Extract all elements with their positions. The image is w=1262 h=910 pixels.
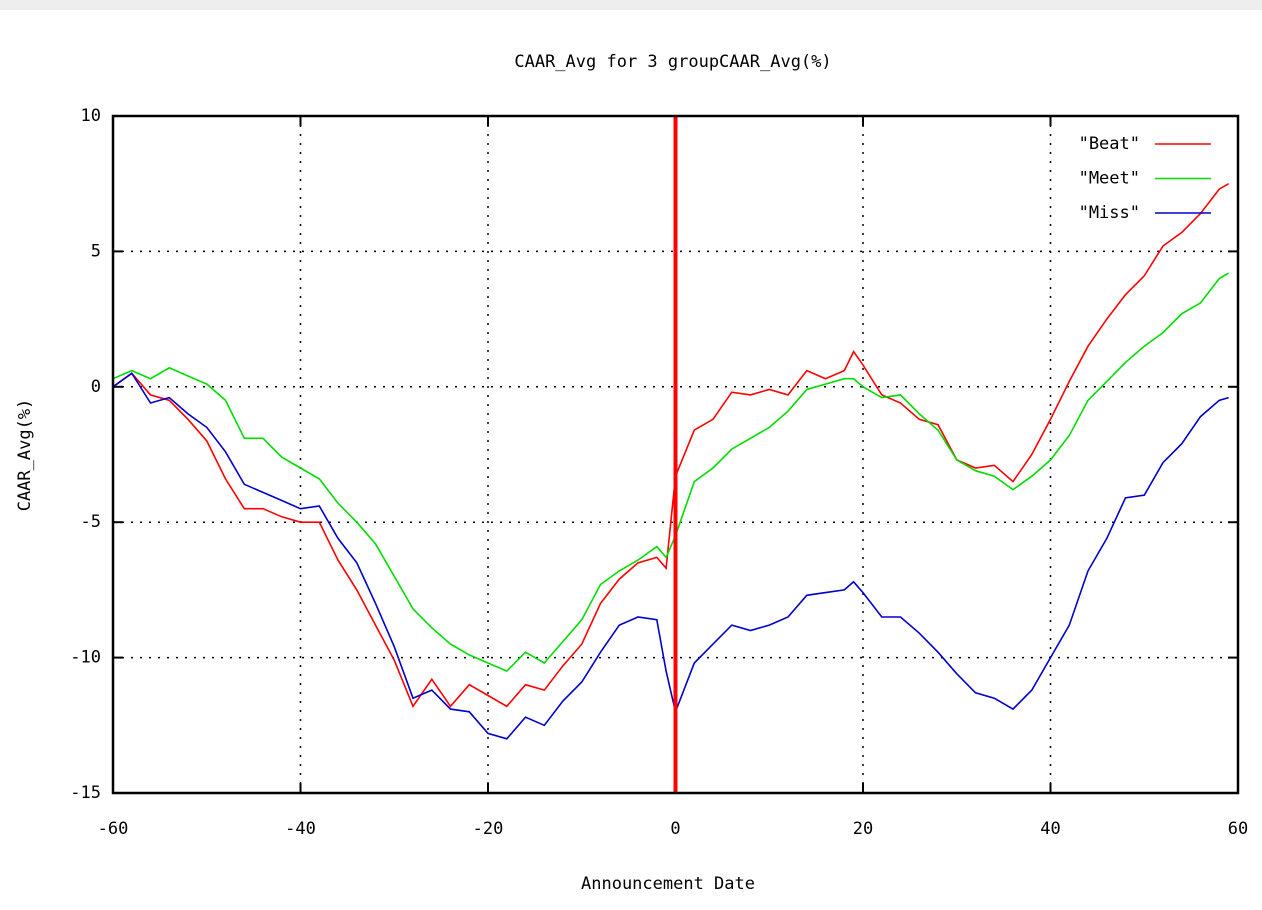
plot-border (111, 114, 1240, 795)
y-tick-label: -5 (81, 512, 101, 532)
series-line (112, 372, 1229, 740)
series-line (112, 272, 1230, 673)
y-axis-label: CAAR_Avg(%) (15, 399, 35, 512)
legend-label: "Beat" (1079, 134, 1140, 154)
y-tick-label: -10 (70, 648, 101, 668)
x-tick-label: -60 (98, 819, 129, 839)
x-tick-label: 0 (670, 819, 680, 839)
top-strip (0, 0, 1262, 10)
y-tick-label: 10 (81, 106, 101, 126)
x-tick-label: 60 (1228, 819, 1248, 839)
y-tick-label: 5 (91, 241, 101, 261)
y-tick-label: -15 (70, 783, 101, 803)
x-tick-label: -20 (473, 819, 504, 839)
x-axis-label: Announcement Date (581, 874, 755, 894)
legend-label: "Miss" (1079, 203, 1140, 223)
x-tick-label: 20 (853, 819, 873, 839)
x-tick-label: 40 (1040, 819, 1060, 839)
y-tick-label: 0 (91, 377, 101, 397)
legend-label: "Meet" (1079, 169, 1140, 189)
chart-title: CAAR_Avg for 3 groupCAAR_Avg(%) (514, 52, 831, 72)
x-tick-label: -40 (285, 819, 316, 839)
